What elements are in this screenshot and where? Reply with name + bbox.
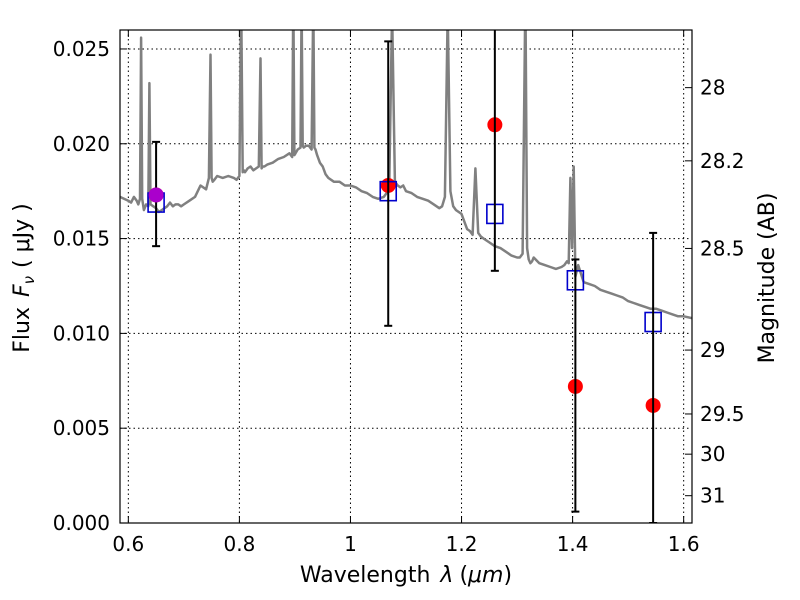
y-tick-label: 0.000 bbox=[53, 511, 110, 535]
y2-tick-label: 29 bbox=[700, 338, 725, 362]
y2-tick-label: 28.5 bbox=[700, 236, 745, 260]
x-tick-label: 0.8 bbox=[223, 532, 255, 556]
x-tick-label: 1.2 bbox=[446, 532, 478, 556]
grid bbox=[120, 30, 692, 524]
plot-frame bbox=[119, 29, 693, 524]
y2-tick-label: 29.5 bbox=[700, 402, 745, 426]
x-tick-label: 1.4 bbox=[557, 532, 589, 556]
y2-tick-label: 28 bbox=[700, 76, 725, 100]
x-tick-label: 1.6 bbox=[668, 532, 700, 556]
plot-area bbox=[120, 30, 692, 523]
y-tick-label: 0.015 bbox=[53, 227, 110, 251]
y-tick-label: 0.010 bbox=[53, 321, 110, 345]
highlight-point bbox=[148, 187, 164, 203]
y2-axis-label: Magnitude (AB) bbox=[755, 193, 780, 364]
y-tick-label: 0.005 bbox=[53, 416, 110, 440]
x-axis-label: Wavelength λ (μm) bbox=[300, 563, 512, 588]
y2-tick-label: 30 bbox=[700, 442, 725, 466]
y-tick-label: 0.020 bbox=[53, 132, 110, 156]
axis-ticks: 0.6 0.8 1 1.2 1.4 1.6 0.000 0.005 0.010 0.015 0.02… bbox=[53, 30, 745, 556]
x-tick-label: 1 bbox=[344, 532, 357, 556]
y2-tick-label: 28.2 bbox=[700, 149, 745, 173]
y-axis-label: FluxFν( μJy ) bbox=[10, 203, 38, 352]
x-tick-label: 0.6 bbox=[112, 532, 144, 556]
y-tick-label: 0.025 bbox=[53, 37, 110, 61]
spectrum-line bbox=[120, 30, 692, 320]
y2-tick-label: 31 bbox=[700, 484, 725, 508]
